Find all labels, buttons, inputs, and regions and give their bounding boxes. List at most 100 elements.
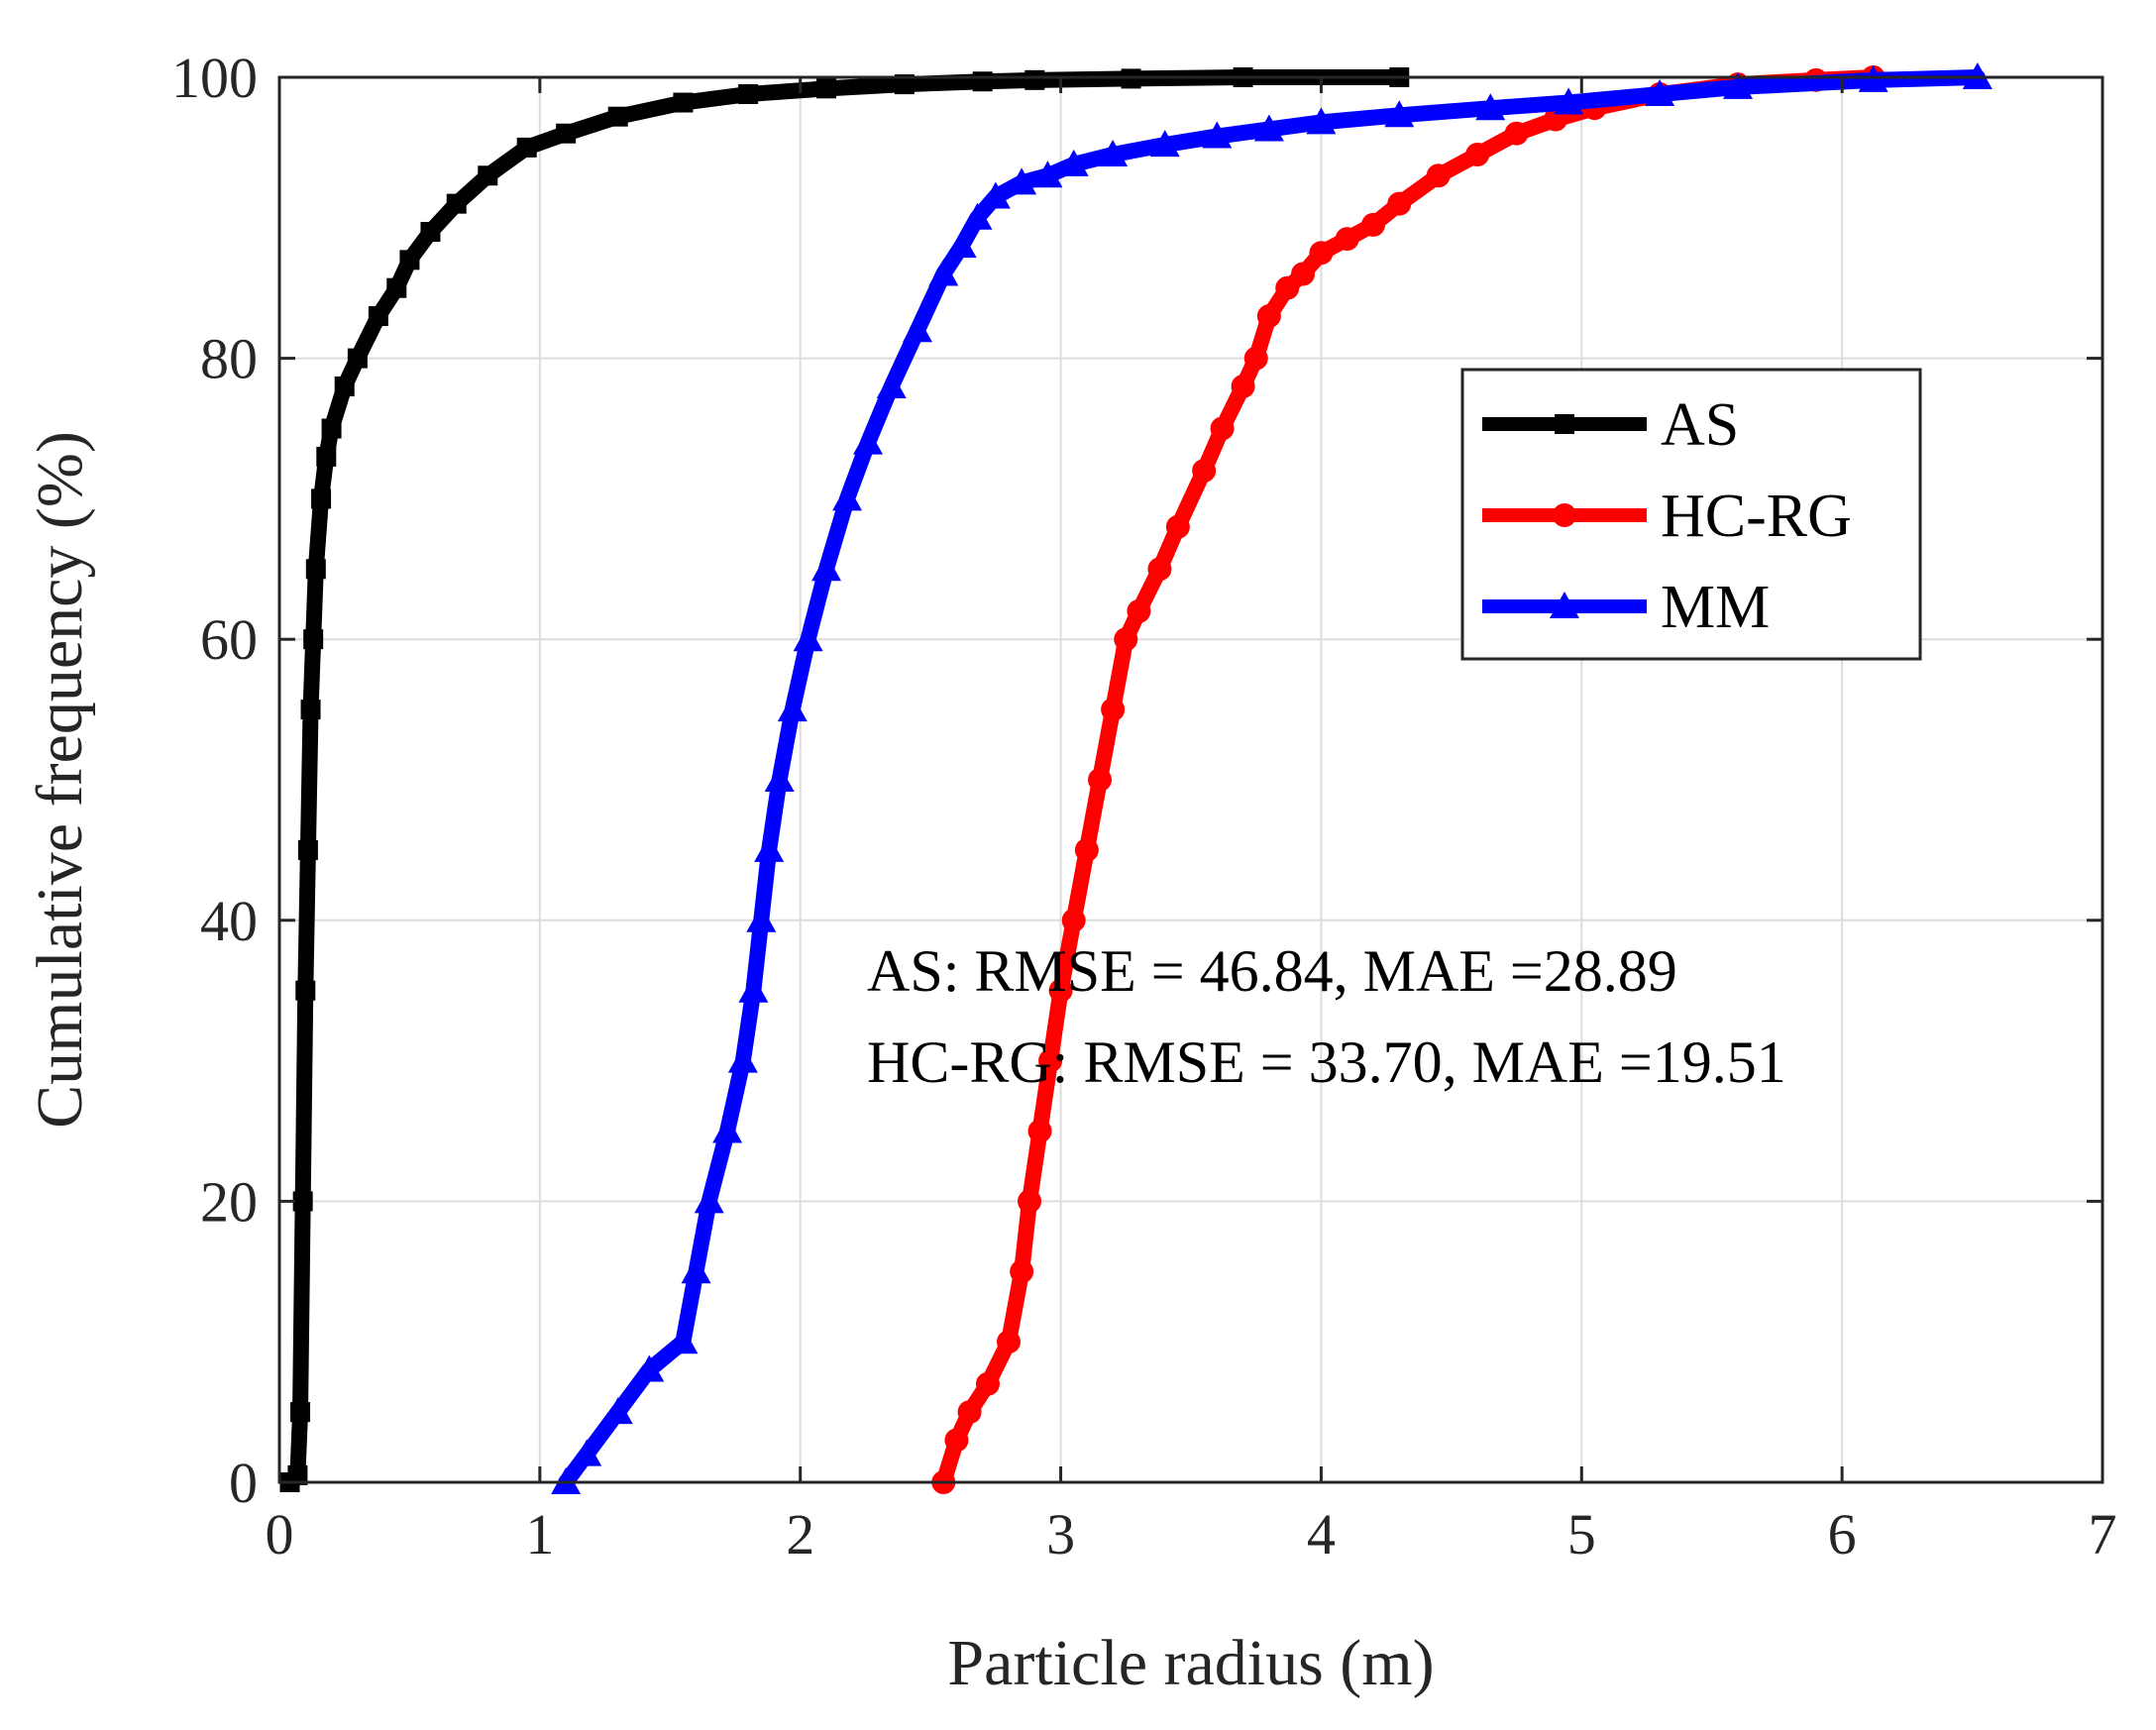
data-point-mm [928, 259, 959, 286]
data-point-as [303, 629, 324, 650]
data-point-as [478, 165, 498, 186]
data-point-as [607, 106, 628, 127]
legend-entry-mm: MM [1482, 574, 1770, 641]
data-point-as [321, 418, 342, 439]
data-point-mm [1149, 130, 1180, 158]
data-point-hcrg [1210, 416, 1235, 441]
data-point-as [290, 1402, 311, 1423]
x-tick-label: 7 [2089, 1502, 2117, 1567]
data-point-mm [962, 202, 993, 230]
grid [279, 77, 2102, 1482]
data-point-mm [1058, 149, 1089, 176]
data-point-hcrg [957, 1400, 982, 1425]
axes-box [277, 75, 2104, 1484]
legend-marker-mm [1550, 592, 1579, 618]
legend-label-hcrg: HC-RG [1661, 483, 1852, 550]
x-tick-label: 2 [786, 1502, 814, 1567]
data-point-as [399, 250, 420, 270]
data-point-mm [903, 315, 932, 343]
data-point-as [738, 84, 759, 105]
data-point-mm [634, 1354, 665, 1382]
data-point-hcrg [1465, 142, 1490, 166]
legend-label-mm: MM [1661, 574, 1770, 641]
y-tick-label: 60 [200, 607, 258, 672]
data-point-mm [1554, 87, 1584, 115]
data-point-hcrg [1231, 374, 1255, 398]
series-hcrg [931, 65, 1886, 1494]
data-point-mm [1032, 161, 1063, 188]
data-point-mm [572, 1439, 602, 1466]
x-axis-title: Particle radius (m) [947, 1627, 1434, 1699]
data-point-mm [681, 1256, 711, 1284]
x-tick-label: 0 [266, 1502, 294, 1567]
data-point-hcrg [1192, 459, 1217, 484]
x-tick-label: 5 [1567, 1502, 1596, 1567]
data-point-as [1024, 69, 1045, 90]
series-mm [551, 62, 1993, 1494]
legend-entry-as: AS [1482, 391, 1739, 459]
data-point-hcrg [1061, 908, 1086, 932]
data-point-mm [811, 554, 841, 582]
x-tick-label: 4 [1307, 1502, 1336, 1567]
data-point-hcrg [1243, 346, 1268, 371]
data-point-hcrg [1088, 768, 1112, 792]
data-point-hcrg [1256, 304, 1281, 329]
data-point-hcrg [1048, 978, 1073, 1003]
data-point-as [972, 71, 993, 92]
y-tick-label: 100 [171, 46, 258, 110]
data-point-as [816, 78, 836, 99]
ticks: 0 1 2 3 4 5 6 7 0 20 40 60 80 100 [171, 46, 2117, 1567]
y-tick-label: 0 [229, 1451, 258, 1515]
data-point-mm [746, 905, 777, 932]
data-point-mm [946, 231, 977, 259]
data-point-hcrg [1426, 163, 1451, 188]
legend-marker-as [1555, 414, 1574, 434]
data-point-as [334, 376, 355, 396]
data-point-as [516, 137, 537, 158]
x-tick-label: 1 [525, 1502, 554, 1567]
legend-marker-hcrg [1553, 503, 1576, 527]
y-tick-label: 80 [200, 327, 258, 391]
data-point-mm [777, 695, 808, 722]
data-point-mm [1306, 107, 1337, 135]
data-point-mm [1475, 93, 1506, 121]
data-point-mm [738, 975, 769, 1003]
data-point-hcrg [975, 1371, 1000, 1396]
data-point-as [292, 1191, 313, 1212]
data-point-hcrg [1074, 837, 1099, 862]
data-point-as [311, 488, 332, 509]
data-point-hcrg [1010, 1259, 1034, 1284]
data-point-mm [1202, 121, 1233, 149]
data-point-hcrg [1335, 227, 1359, 252]
data-point-mm [754, 834, 785, 862]
series-layer [279, 62, 1993, 1494]
annotation-as-metrics: AS: RMSE = 46.84, MAE =28.89 [867, 938, 1677, 1004]
legend-entries: AS HC-RG MM [1482, 391, 1852, 641]
data-point-hcrg [1291, 262, 1316, 286]
data-point-as [420, 221, 441, 242]
x-tick-label: 6 [1828, 1502, 1857, 1567]
data-point-hcrg [1361, 212, 1385, 237]
legend-label-as: AS [1661, 391, 1739, 459]
y-tick-label: 20 [200, 1169, 258, 1234]
data-point-hcrg [1038, 1048, 1063, 1073]
data-point-mm [727, 1045, 758, 1073]
data-point-hcrg [1101, 698, 1126, 722]
legend: AS HC-RG MM [1460, 368, 1922, 661]
data-point-as [673, 92, 694, 113]
data-point-mm [602, 1397, 633, 1425]
y-axis-title: Cumulative frequency (%) [24, 431, 96, 1129]
data-point-mm [694, 1186, 724, 1214]
data-point-hcrg [997, 1330, 1021, 1354]
data-point-mm [793, 624, 823, 652]
data-point-as [305, 559, 326, 580]
data-point-hcrg [1165, 514, 1190, 539]
data-point-hcrg [1275, 275, 1300, 300]
data-point-as [446, 193, 467, 214]
data-point-as [297, 839, 318, 860]
data-point-hcrg [1387, 191, 1412, 216]
data-point-mm [668, 1327, 699, 1354]
data-point-mm [876, 371, 907, 398]
data-point-hcrg [1027, 1119, 1052, 1143]
